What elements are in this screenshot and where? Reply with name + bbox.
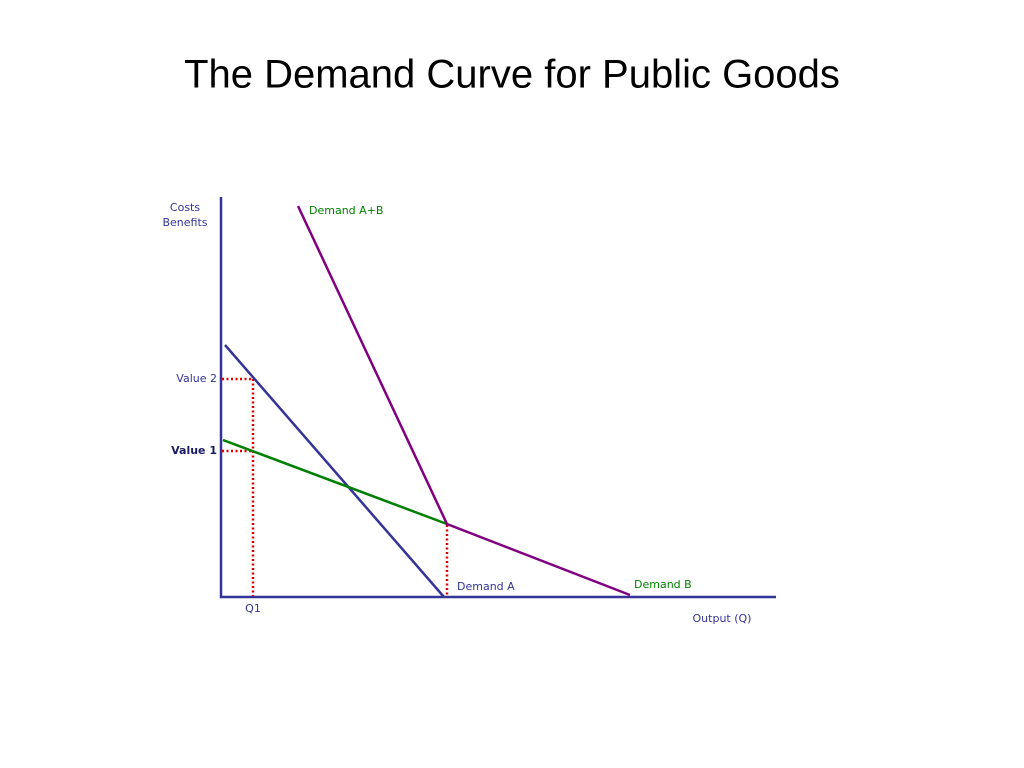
- y-axis-label: Benefits: [162, 216, 207, 229]
- slide-title: The Demand Curve for Public Goods: [184, 53, 840, 97]
- curve-label: Demand A+B: [309, 204, 383, 217]
- y-axis-label: Costs: [170, 201, 200, 214]
- demand-ab-line: [296, 205, 631, 597]
- axes: [219, 197, 776, 599]
- value-label: Value 2: [176, 372, 217, 385]
- x-axis-label: Output (Q): [693, 612, 752, 625]
- value-label: Value 1: [171, 444, 217, 457]
- curve-label: Demand A: [457, 580, 515, 593]
- demand-b-line: [222, 438, 448, 526]
- curve-label: Demand B: [634, 578, 692, 591]
- demand-a-line: [224, 344, 445, 598]
- quantity-label: Q1: [245, 602, 261, 615]
- guides: [222, 377, 449, 596]
